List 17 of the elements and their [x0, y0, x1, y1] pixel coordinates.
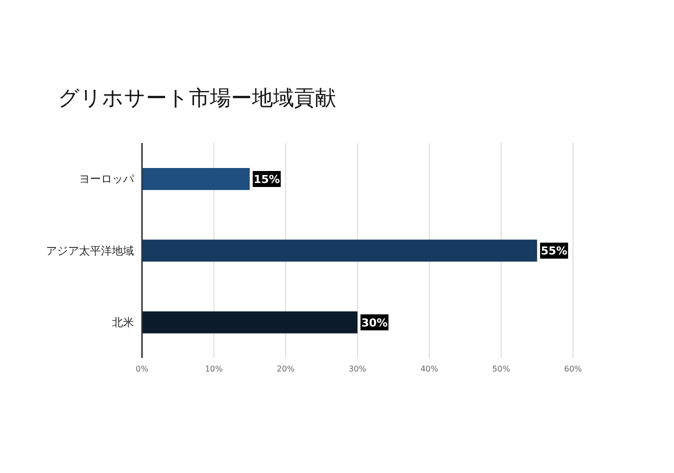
bar — [142, 240, 538, 262]
x-tick-label: 50% — [492, 364, 510, 374]
chart-title: グリホサート市場ー地域貢献 — [58, 85, 336, 112]
data-label: 30% — [361, 316, 388, 330]
x-tick-label: 30% — [348, 364, 367, 374]
x-tick-label: 60% — [564, 364, 582, 374]
x-tick-label: 10% — [204, 364, 224, 374]
x-tick-label: 20% — [276, 364, 295, 374]
y-tick-label: アジア太平洋地域 — [46, 244, 134, 258]
bar — [142, 168, 250, 190]
x-tick-label: 40% — [420, 364, 439, 374]
bar — [142, 311, 358, 334]
x-tick-label: 0% — [136, 364, 149, 374]
data-label: 55% — [540, 244, 568, 258]
data-label: 15% — [254, 173, 280, 186]
y-tick-label: 北米 — [112, 316, 134, 330]
y-tick-label: ヨーロッパ — [79, 172, 135, 186]
